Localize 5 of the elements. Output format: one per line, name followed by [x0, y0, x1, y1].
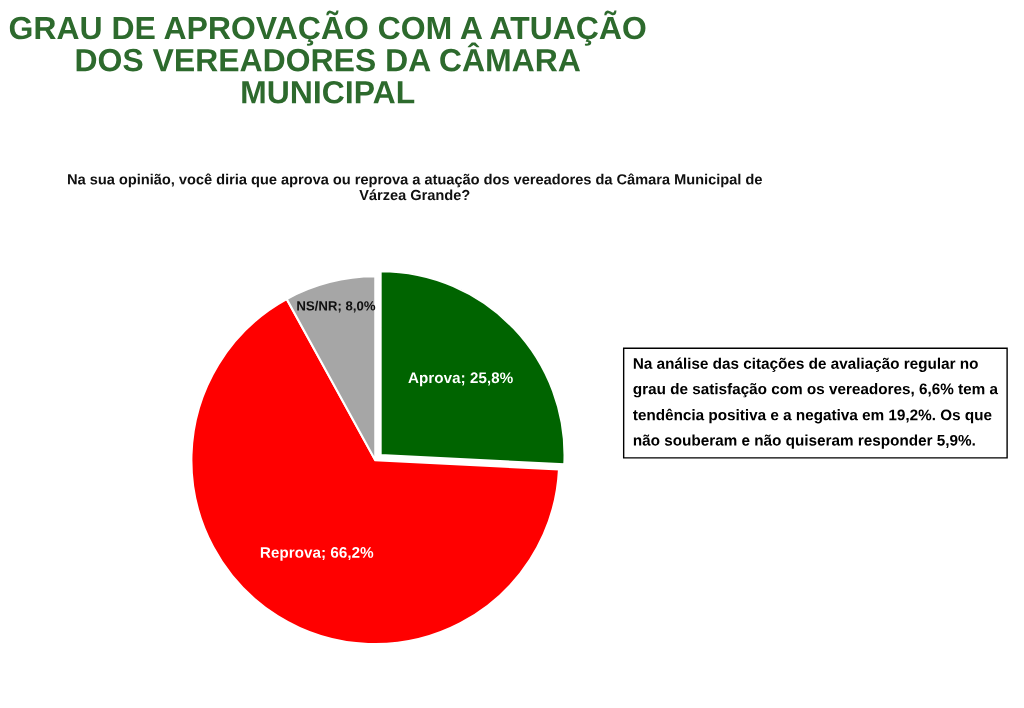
slice-label: Aprova; 25,8% [408, 372, 513, 387]
chart-title: GRAU DE APROVAÇÃO COM A ATUAÇÃO DOS VEREADORES DA CÂMARA MUNICIPAL [9, 10, 646, 104]
slice-label: Reprova; 66,2% [260, 547, 374, 561]
text: Na análise das citações de avaliação regular no grau de satisfação com os vereadores, 6,6% tem a tendência positiva e a negativa em 19,2%. Os que não souberam e não quiseram responder 5,9%. [633, 357, 999, 449]
chart-subtitle: Na sua opinião, você diria que aprova ou reprova a atuação dos vereadores da Câmara Municipal de Várzea Grande? [68, 173, 762, 201]
